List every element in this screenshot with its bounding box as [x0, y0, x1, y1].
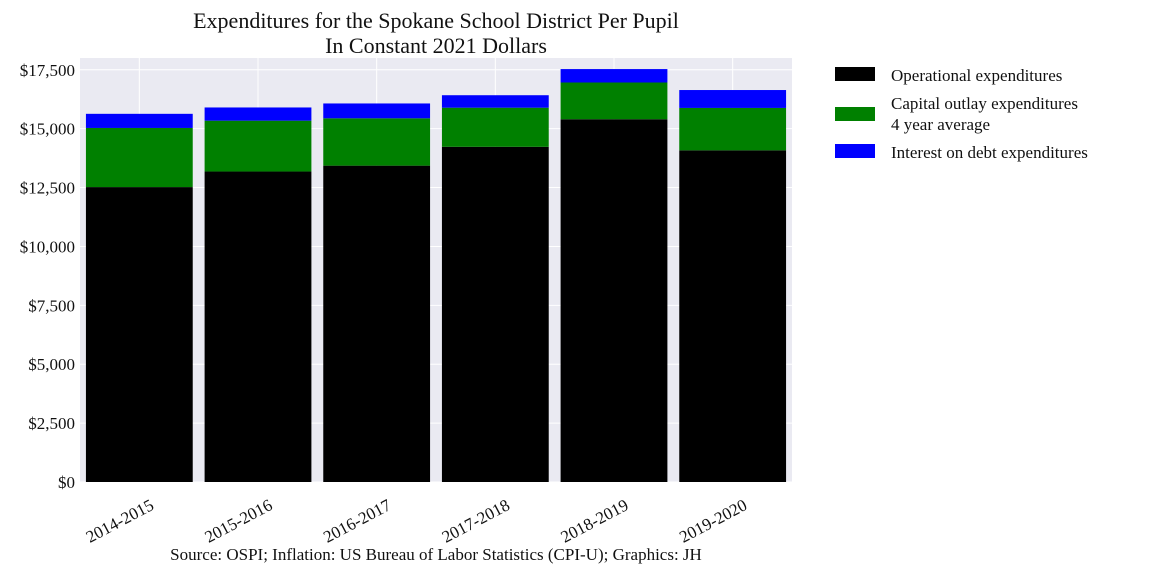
bar-segment-operational-2018-2019 — [560, 119, 668, 482]
y-tick-label: $15,000 — [20, 120, 75, 139]
y-tick-label: $10,000 — [20, 237, 75, 256]
bars — [85, 69, 787, 483]
chart-title-line-1: Expenditures for the Spokane School Dist… — [193, 8, 679, 33]
bar-segment-capital-2016-2017 — [323, 118, 431, 166]
legend-swatch-interest — [835, 144, 875, 158]
legend-label-capital-line-2: 4 year average — [891, 115, 990, 134]
x-tick-label: 2018-2019 — [558, 495, 632, 546]
bar-segment-operational-2019-2020 — [679, 150, 787, 483]
x-tick-label: 2017-2018 — [439, 495, 513, 546]
bar-segment-interest-2015-2016 — [204, 107, 312, 121]
bar-segment-capital-2019-2020 — [679, 107, 787, 151]
bar-segment-capital-2014-2015 — [85, 127, 193, 188]
x-tick-label: 2015-2016 — [202, 495, 276, 546]
y-tick-label: $5,000 — [28, 355, 75, 374]
bar-segment-operational-2016-2017 — [323, 165, 431, 482]
bar-segment-interest-2019-2020 — [679, 90, 787, 108]
bar-segment-capital-2015-2016 — [204, 120, 312, 172]
bar-segment-operational-2015-2016 — [204, 171, 312, 482]
legend-swatch-operational — [835, 67, 875, 81]
x-tick-label: 2016-2017 — [320, 495, 394, 547]
x-tick-label: 2019-2020 — [676, 495, 750, 546]
x-tick-label: 2014-2015 — [83, 495, 157, 546]
y-tick-label: $0 — [58, 473, 75, 492]
bar-segment-interest-2016-2017 — [323, 103, 431, 119]
y-axis-ticks: $0 $2,500 $5,000 $7,500 $10,000 $12,500 $15,00… — [20, 61, 75, 492]
chart-title-line-2: In Constant 2021 Dollars — [325, 33, 547, 58]
y-tick-label: $7,500 — [28, 296, 75, 315]
bar-segment-operational-2017-2018 — [441, 146, 549, 482]
y-tick-label: $17,500 — [20, 61, 75, 80]
legend-label-operational: Operational expenditures — [891, 66, 1062, 85]
bar-segment-interest-2018-2019 — [560, 69, 668, 83]
legend: Operational expenditures Capital outlay … — [835, 66, 1088, 162]
legend-label-interest: Interest on debt expenditures — [891, 143, 1088, 162]
bar-segment-capital-2017-2018 — [441, 107, 549, 147]
bar-segment-interest-2014-2015 — [85, 113, 193, 128]
bar-segment-capital-2018-2019 — [560, 82, 668, 120]
x-axis-ticks: 2014-2015 2015-2016 2016-2017 2017-2018 2018… — [83, 495, 750, 547]
bar-segment-interest-2017-2018 — [441, 95, 549, 108]
y-tick-label: $2,500 — [28, 414, 75, 433]
legend-swatch-capital — [835, 107, 875, 121]
legend-label-capital-line-1: Capital outlay expenditures — [891, 94, 1078, 113]
source-note: Source: OSPI; Inflation: US Bureau of La… — [170, 545, 702, 564]
y-tick-label: $12,500 — [20, 179, 75, 198]
bar-segment-operational-2014-2015 — [85, 187, 193, 482]
